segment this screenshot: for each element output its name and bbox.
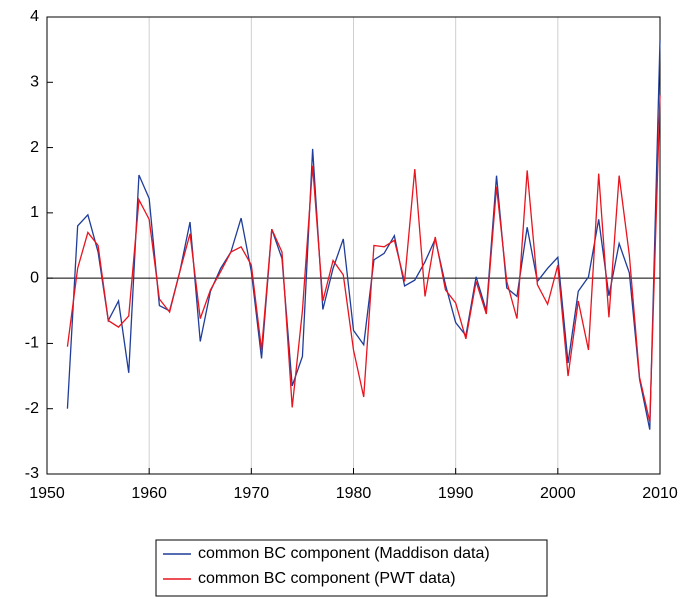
y-tick-label: 2: [30, 139, 39, 156]
x-tick-label: 1970: [234, 485, 270, 502]
y-tick-label: -3: [25, 465, 39, 482]
x-tick-label: 1960: [131, 485, 167, 502]
y-tick-label: -1: [25, 335, 39, 352]
y-tick-label: 4: [30, 8, 39, 25]
y-tick-label: -2: [25, 400, 39, 417]
x-tick-label: 1990: [438, 485, 474, 502]
x-tick-label: 2000: [540, 485, 576, 502]
y-tick-label: 1: [30, 204, 39, 221]
x-tick-label: 2010: [642, 485, 678, 502]
y-tick-label: 0: [30, 269, 39, 286]
legend-label: common BC component (Maddison data): [198, 545, 490, 562]
x-tick-label: 1950: [29, 485, 65, 502]
legend-box: [155, 539, 548, 597]
x-tick-label: 1980: [336, 485, 372, 502]
legend-label: common BC component (PWT data): [198, 570, 456, 587]
series-line: [66, 39, 661, 430]
y-tick-label: 3: [30, 74, 39, 91]
plot-frame: [46, 16, 661, 475]
series-line: [66, 95, 661, 422]
